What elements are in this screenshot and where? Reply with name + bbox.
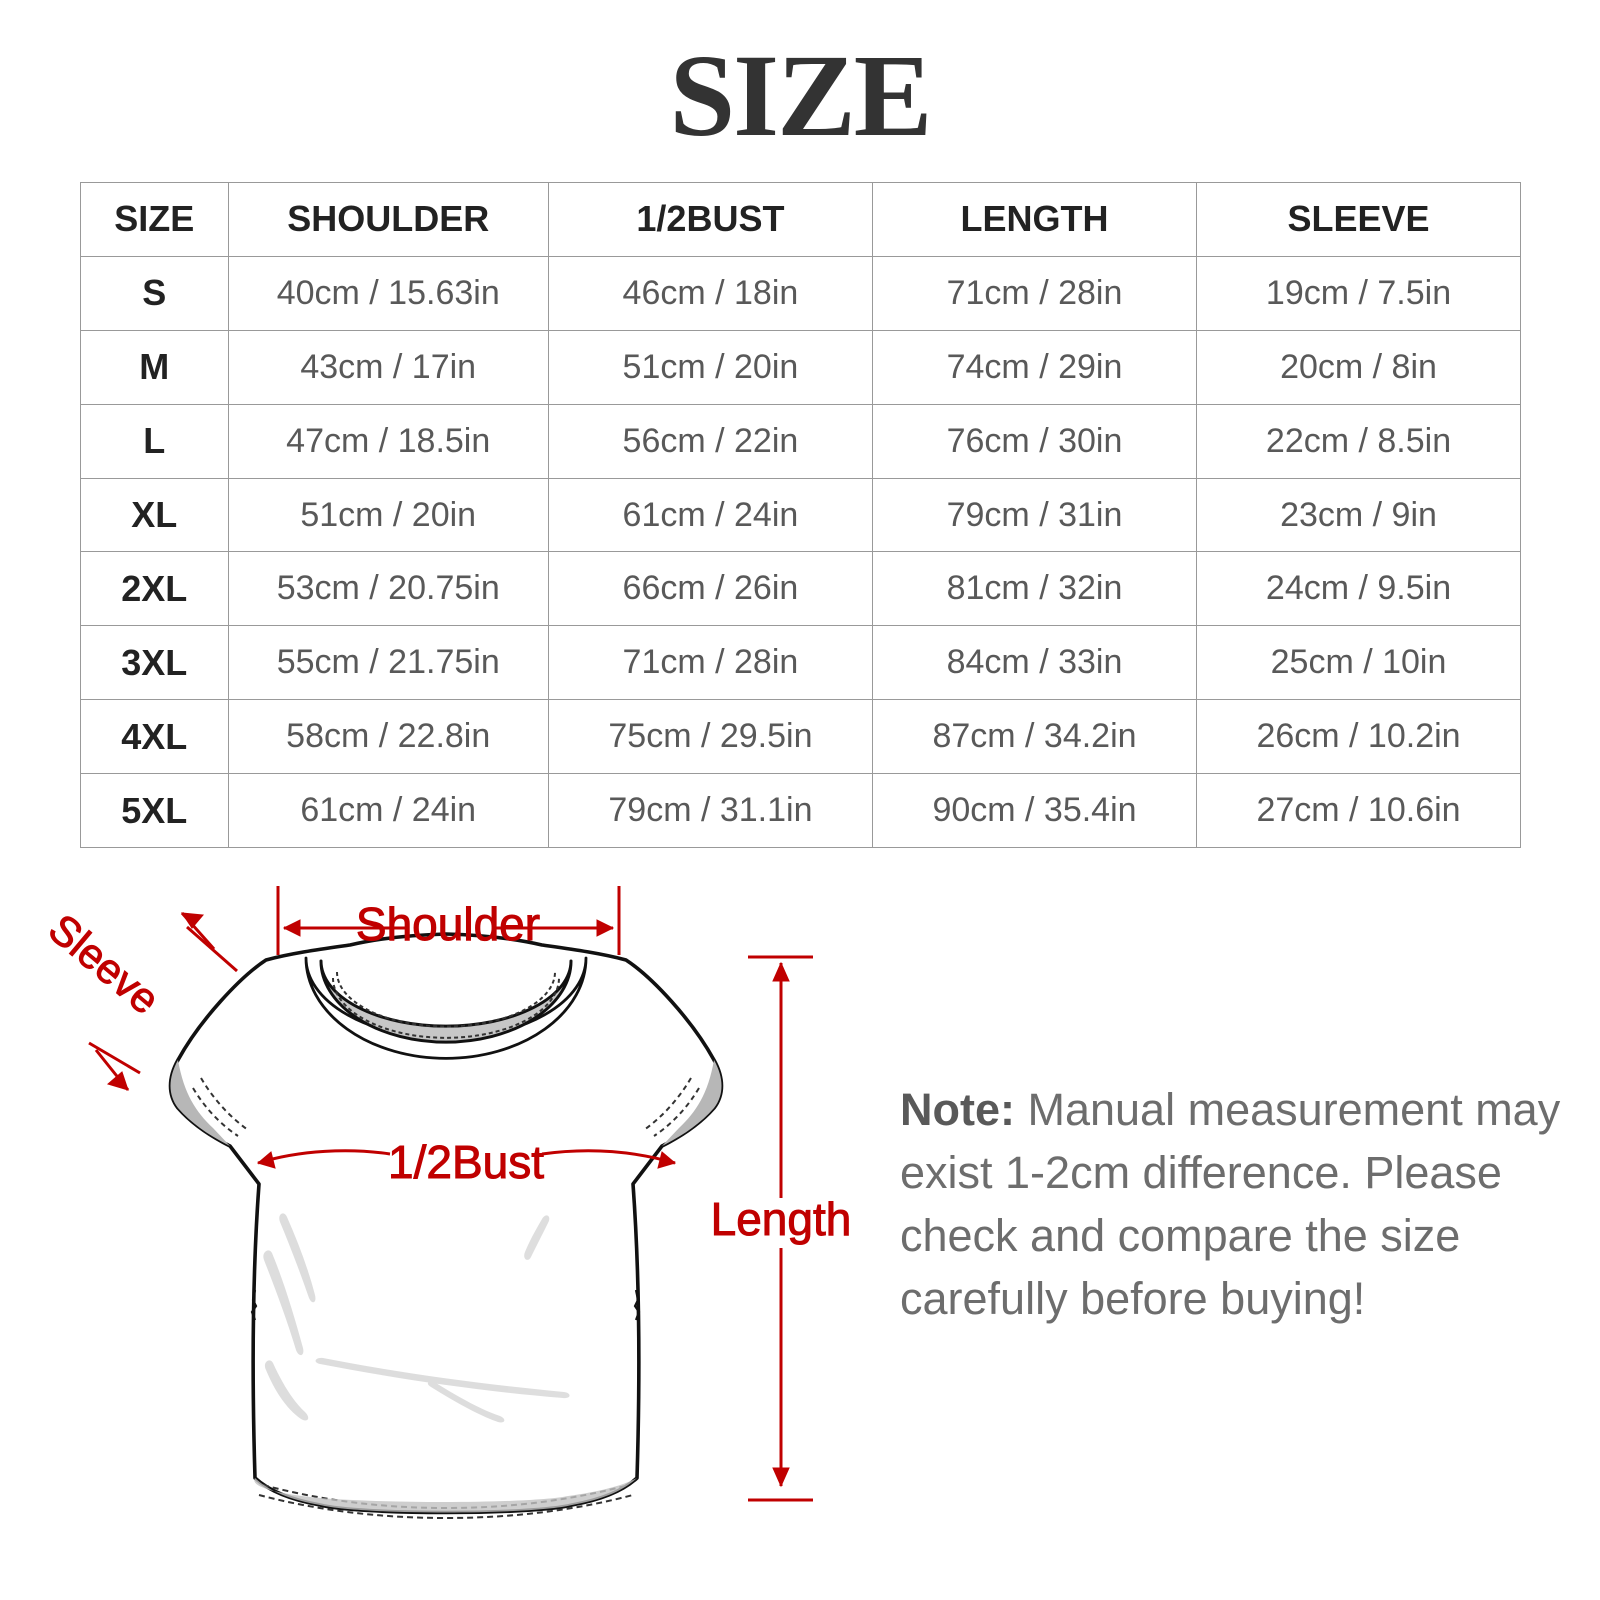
svg-text:Shoulder: Shoulder (356, 898, 540, 950)
svg-text:Sleeve: Sleeve (40, 905, 169, 1024)
svg-text:Length: Length (711, 1193, 852, 1245)
svg-text:1/2Bust: 1/2Bust (388, 1136, 544, 1188)
